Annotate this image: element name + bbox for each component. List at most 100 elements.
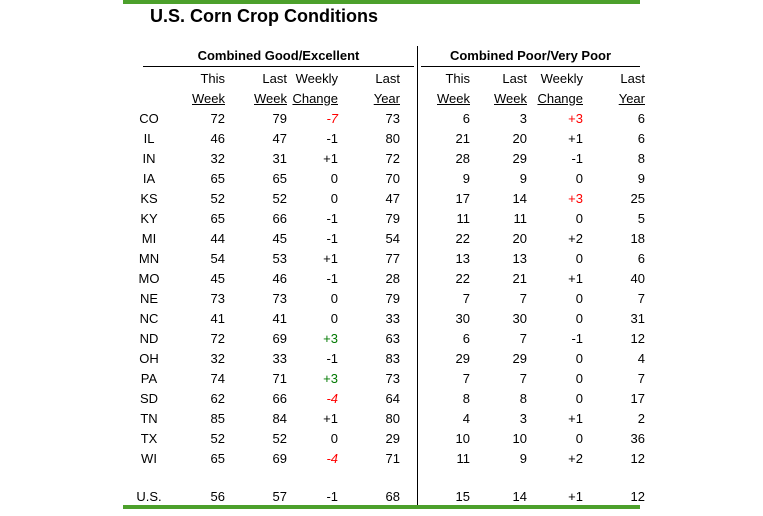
cell-weekly-change: -4 bbox=[326, 390, 338, 406]
cell-weekly-change: 0 bbox=[575, 350, 583, 366]
table-row: IA 65 65 0 70 bbox=[123, 168, 400, 188]
state-label: TX bbox=[140, 430, 158, 446]
cell-last-year: 40 bbox=[630, 270, 645, 286]
column-header-row-2: Week Week Change Year bbox=[123, 88, 400, 108]
cell-last-week: 84 bbox=[272, 410, 287, 426]
cell-last-year: 6 bbox=[637, 250, 645, 266]
cell-this-week: 28 bbox=[455, 150, 470, 166]
cell-last-week: 9 bbox=[519, 450, 527, 466]
cell-last-week: 14 bbox=[512, 190, 527, 206]
cell-last-week: 79 bbox=[272, 110, 287, 126]
cell-last-week: 52 bbox=[272, 190, 287, 206]
cell-this-week: 56 bbox=[210, 488, 225, 504]
cell-last-week: 9 bbox=[519, 170, 527, 186]
cell-last-year: 72 bbox=[385, 150, 400, 166]
empty-header-cell bbox=[123, 68, 175, 88]
cell-last-year: 36 bbox=[630, 430, 645, 446]
page-title: U.S. Corn Crop Conditions bbox=[150, 6, 378, 26]
state-label: PA bbox=[140, 370, 158, 386]
col-header-last: Last bbox=[502, 70, 527, 86]
table-row: TX 52 52 0 29 bbox=[123, 428, 400, 448]
cell-last-year: 83 bbox=[385, 350, 400, 366]
cell-last-week: 29 bbox=[512, 350, 527, 366]
col-header-week: Week bbox=[437, 90, 470, 106]
cell-this-week: 29 bbox=[455, 350, 470, 366]
cell-weekly-change: +3 bbox=[568, 110, 583, 126]
table-row: KY 65 66 -1 79 bbox=[123, 208, 400, 228]
spacer-row bbox=[421, 468, 645, 486]
cell-last-week: 10 bbox=[512, 430, 527, 446]
table-row: NC 41 41 0 33 bbox=[123, 308, 400, 328]
good-excellent-table: This Last Weekly Last Week Week Change Y… bbox=[123, 68, 400, 506]
cell-weekly-change: +3 bbox=[568, 190, 583, 206]
cell-last-year: 4 bbox=[637, 350, 645, 366]
cell-this-week: 65 bbox=[210, 450, 225, 466]
cell-this-week: 52 bbox=[210, 190, 225, 206]
table-row: ND 72 69 +3 63 bbox=[123, 328, 400, 348]
cell-weekly-change: 0 bbox=[575, 390, 583, 406]
cell-last-week: 52 bbox=[272, 430, 287, 446]
cell-last-year: 80 bbox=[385, 410, 400, 426]
cell-last-year: 70 bbox=[385, 170, 400, 186]
state-label: TN bbox=[140, 410, 158, 426]
table-row: 11 11 0 5 bbox=[421, 208, 646, 228]
cell-last-week: 45 bbox=[272, 230, 287, 246]
table-row: MN 54 53 +1 77 bbox=[123, 248, 400, 268]
cell-last-year: 6 bbox=[637, 130, 645, 146]
col-header-week2: Week bbox=[254, 90, 287, 106]
cell-last-year: 12 bbox=[630, 450, 645, 466]
cell-this-week: 32 bbox=[210, 350, 225, 366]
table-row: OH 32 33 -1 83 bbox=[123, 348, 400, 368]
table-row: MI 44 45 -1 54 bbox=[123, 228, 400, 248]
spacer-cell bbox=[123, 468, 400, 486]
cell-last-week: 7 bbox=[519, 330, 527, 346]
cell-last-year: 79 bbox=[385, 290, 400, 306]
cell-last-week: 66 bbox=[272, 390, 287, 406]
table-row: 9 9 0 9 bbox=[421, 168, 645, 188]
cell-this-week: 72 bbox=[210, 110, 225, 126]
cell-weekly-change: +1 bbox=[568, 270, 583, 286]
cell-last-week: 46 bbox=[272, 270, 287, 286]
section-divider-line bbox=[417, 46, 418, 505]
bottom-accent-line bbox=[123, 505, 640, 509]
cell-weekly-change: +1 bbox=[323, 250, 338, 266]
cell-weekly-change: 0 bbox=[575, 170, 583, 186]
section-title-poor-very-poor: Combined Poor/Very Poor bbox=[421, 48, 640, 67]
cell-weekly-change: -1 bbox=[571, 330, 583, 346]
cell-last-week: 21 bbox=[512, 270, 527, 286]
cell-weekly-change: 0 bbox=[575, 310, 583, 326]
col-header-last-yr: Last bbox=[375, 70, 400, 86]
cell-this-week: 22 bbox=[455, 270, 470, 286]
cell-last-week: 3 bbox=[519, 110, 527, 126]
cell-last-year: 73 bbox=[385, 370, 400, 386]
table-row: 29 29 0 4 bbox=[421, 348, 645, 368]
cell-last-week: 53 bbox=[272, 250, 287, 266]
state-label: MI bbox=[141, 230, 157, 246]
cell-last-week: 7 bbox=[519, 370, 527, 386]
cell-this-week: 41 bbox=[210, 310, 225, 326]
cell-last-year: 2 bbox=[637, 410, 645, 426]
table-row: 22 21 +1 40 bbox=[421, 268, 645, 288]
cell-weekly-change: +1 bbox=[568, 410, 583, 426]
cell-last-week: 41 bbox=[272, 310, 287, 326]
cell-this-week: 62 bbox=[210, 390, 225, 406]
cell-last-year: 12 bbox=[630, 330, 645, 346]
cell-last-year: 64 bbox=[385, 390, 400, 406]
state-label: CO bbox=[139, 110, 159, 126]
table-row: SD 62 66 -4 64 bbox=[123, 388, 400, 408]
col-header-year: Year bbox=[618, 90, 645, 106]
cell-weekly-change: -7 bbox=[326, 110, 338, 126]
cell-weekly-change: -1 bbox=[326, 488, 338, 504]
cell-this-week: 73 bbox=[210, 290, 225, 306]
cell-last-week: 20 bbox=[512, 230, 527, 246]
cell-this-week: 72 bbox=[210, 330, 225, 346]
cell-last-week: 7 bbox=[519, 290, 527, 306]
cell-last-year: 8 bbox=[637, 150, 645, 166]
cell-last-week: 71 bbox=[272, 370, 287, 386]
cell-last-year: 77 bbox=[385, 250, 400, 266]
col-header-weekly: Weekly bbox=[295, 70, 338, 86]
cell-weekly-change: +1 bbox=[568, 130, 583, 146]
cell-last-week: 57 bbox=[272, 488, 287, 504]
cell-last-week: 8 bbox=[519, 390, 527, 406]
cell-this-week: 7 bbox=[462, 290, 470, 306]
